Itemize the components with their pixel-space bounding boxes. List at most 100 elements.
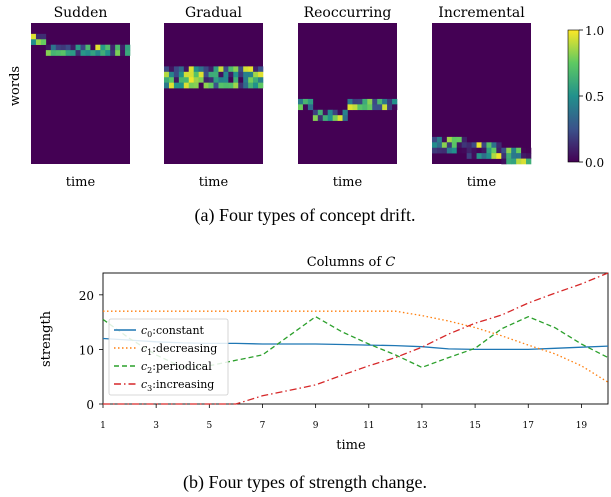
heatmap-cell — [302, 104, 309, 111]
heatmap-panel-reoccurring: Reoccurring time — [298, 5, 398, 190]
heatmap-cell — [218, 77, 224, 83]
heatmap-cell — [238, 77, 244, 83]
heatmap-title: Incremental — [438, 5, 525, 21]
heatmap-cell — [436, 147, 443, 154]
heatmap-cell — [168, 66, 175, 73]
heatmap-cell — [367, 104, 373, 111]
heatmap-cell — [387, 98, 393, 105]
heatmap-background — [164, 23, 263, 164]
heatmap-cell — [476, 147, 482, 154]
heatmap-cell — [516, 158, 522, 165]
heatmap-cell — [357, 98, 363, 105]
heatmap-cell — [387, 104, 393, 111]
heatmap-cell — [436, 142, 443, 149]
heatmap-cell — [90, 44, 96, 51]
heatmap-cell — [168, 71, 175, 78]
heatmap-cell — [65, 44, 71, 51]
heatmap-cell — [208, 66, 214, 73]
heatmap-cell — [327, 109, 333, 116]
heatmap-cell — [496, 142, 502, 149]
heatmap-panels: SuddentimeGradualtimeReoccurringtimeIncr… — [31, 5, 532, 190]
heatmap-cell — [105, 50, 111, 56]
heatmap-cell — [35, 33, 42, 40]
heatmap-cell — [372, 98, 378, 105]
heatmap-cell — [312, 115, 319, 121]
heatmap-cell — [456, 147, 462, 154]
heatmap-cell — [352, 98, 358, 105]
heatmap-cell — [45, 50, 52, 56]
heatmap-cell — [486, 153, 492, 159]
heatmap-cell — [100, 44, 106, 51]
heatmap-cell — [233, 77, 239, 83]
heatmap-cell — [382, 98, 388, 105]
heatmap-cell — [456, 136, 462, 143]
heatmap-cell — [60, 50, 66, 56]
heatmap-cell — [466, 153, 472, 159]
legend-label: c3:increasing — [141, 378, 214, 393]
heatmap-cell — [198, 71, 204, 78]
heatmap-cell — [476, 153, 482, 159]
heatmap-cell — [511, 153, 517, 159]
heatmap-cell — [50, 50, 57, 56]
heatmap-cell — [203, 71, 209, 78]
x-tick-label: 3 — [153, 421, 159, 431]
heatmap-cell — [115, 44, 121, 51]
heatmap-cell — [85, 50, 91, 56]
heatmap-cell — [35, 39, 42, 45]
heatmap-cell — [183, 82, 190, 89]
heatmap-cell — [238, 82, 244, 89]
heatmap-cell — [50, 44, 57, 51]
heatmap-cell — [213, 77, 219, 83]
heatmap-cell — [193, 82, 199, 89]
series-line-c3 — [103, 272, 609, 405]
heatmap-background — [298, 23, 397, 164]
heatmap-cell — [223, 66, 229, 73]
heatmap-cell — [451, 142, 458, 149]
heatmap-cell — [352, 104, 358, 111]
heatmap-cell — [198, 66, 204, 73]
heatmap-cell — [362, 98, 368, 105]
heatmap-cell — [506, 147, 512, 154]
legend-label: c2:periodical — [141, 360, 212, 375]
heatmap-cell — [120, 44, 126, 51]
heatmap-cell — [233, 71, 239, 78]
heatmap-cell — [377, 98, 383, 105]
heatmap-cell — [481, 153, 487, 159]
heatmap-cell — [173, 77, 180, 83]
heatmap-cell — [461, 142, 467, 149]
heatmap-cell — [213, 66, 219, 73]
heatmap-cell — [317, 115, 324, 121]
heatmap-cell — [90, 50, 96, 56]
heatmap-cell — [342, 109, 348, 116]
heatmap-cell — [105, 44, 111, 51]
colorbar-tick-label: 1.0 — [585, 24, 604, 38]
heatmap-cell — [60, 44, 66, 51]
x-tick-label: 17 — [523, 421, 535, 431]
heatmap-cell — [164, 66, 170, 73]
heatmap-cell — [85, 44, 91, 51]
line-chart-title: Columns of C — [307, 255, 396, 270]
heatmap-cell — [456, 142, 462, 149]
heatmap-cell — [248, 77, 254, 83]
heatmap-cell — [75, 44, 81, 51]
heatmap-cell — [188, 71, 194, 78]
legend-label: c1:decreasing — [141, 342, 217, 357]
heatmap-cell — [253, 71, 259, 78]
heatmap-cell — [125, 50, 131, 56]
heatmap-cell — [198, 77, 204, 83]
heatmap-cell — [95, 50, 101, 56]
heatmap-cell — [173, 66, 180, 73]
heatmap-cell — [238, 66, 244, 73]
line-chart-ylabel: strength — [39, 310, 54, 367]
heatmap-cell — [168, 82, 175, 89]
heatmap-cell — [337, 109, 343, 116]
heatmap-cell — [258, 66, 264, 73]
heatmap-cell — [377, 104, 383, 111]
heatmap-cell — [367, 98, 373, 105]
heatmap-cell — [70, 44, 76, 51]
heatmap-cell — [298, 98, 304, 105]
heatmap-cell — [228, 71, 234, 78]
heatmap-cell — [451, 147, 458, 154]
heatmap-cell — [461, 136, 467, 143]
heatmap-cell — [238, 71, 244, 78]
